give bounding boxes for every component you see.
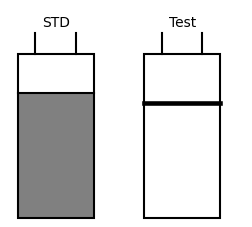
Text: Test: Test — [168, 16, 195, 30]
Text: STD: STD — [42, 16, 69, 30]
Bar — [18, 94, 93, 218]
Bar — [144, 54, 219, 218]
Bar — [18, 54, 93, 218]
